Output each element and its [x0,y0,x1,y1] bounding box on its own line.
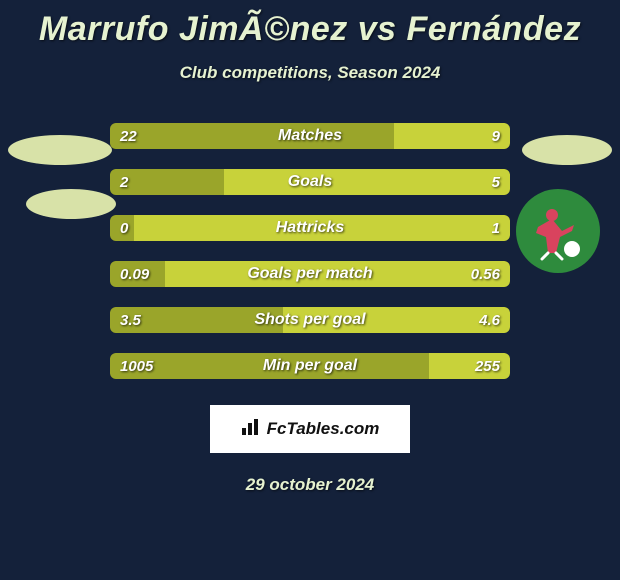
stat-overlay: 22Matches9 [110,123,510,149]
stat-label: Hattricks [110,215,510,241]
title-player-left: Marrufo JimÃ©nez [39,10,348,48]
stat-label: Shots per goal [110,307,510,333]
stat-row: 0.09Goals per match0.56 [110,261,510,287]
source-logo-text: FcTables.com [267,419,380,439]
stat-overlay: 0.09Goals per match0.56 [110,261,510,287]
stats-bars: 22Matches9 2Goals5 0Hattricks1 0.09Goals pe… [110,123,510,399]
comparison-stage: 22Matches9 2Goals5 0Hattricks1 0.09Goals pe… [0,123,620,381]
stat-row: 3.5Shots per goal4.6 [110,307,510,333]
subtitle: Club competitions, Season 2024 [0,63,620,83]
stat-label: Min per goal [110,353,510,379]
stat-row: 0Hattricks1 [110,215,510,241]
decorative-ellipse [522,135,612,165]
stat-label: Goals [110,169,510,195]
player-badge [516,189,600,273]
comparison-card: Marrufo JimÃ©nez vs Fernández Club compe… [0,0,620,580]
source-logo: FcTables.com [210,405,410,453]
stat-overlay: 0Hattricks1 [110,215,510,241]
title-vs: vs [358,10,397,48]
title-player-right: Fernández [407,10,582,48]
stat-overlay: 2Goals5 [110,169,510,195]
stat-row: 2Goals5 [110,169,510,195]
chart-icon [241,418,261,441]
decorative-ellipse [26,189,116,219]
page-title: Marrufo JimÃ©nez vs Fernández [0,10,620,49]
player-silhouette-icon [528,201,588,261]
decorative-ellipse [8,135,112,165]
stat-overlay: 1005Min per goal255 [110,353,510,379]
stat-row: 1005Min per goal255 [110,353,510,379]
date-line: 29 october 2024 [0,475,620,495]
stat-overlay: 3.5Shots per goal4.6 [110,307,510,333]
stat-row: 22Matches9 [110,123,510,149]
stat-label: Matches [110,123,510,149]
stat-label: Goals per match [110,261,510,287]
